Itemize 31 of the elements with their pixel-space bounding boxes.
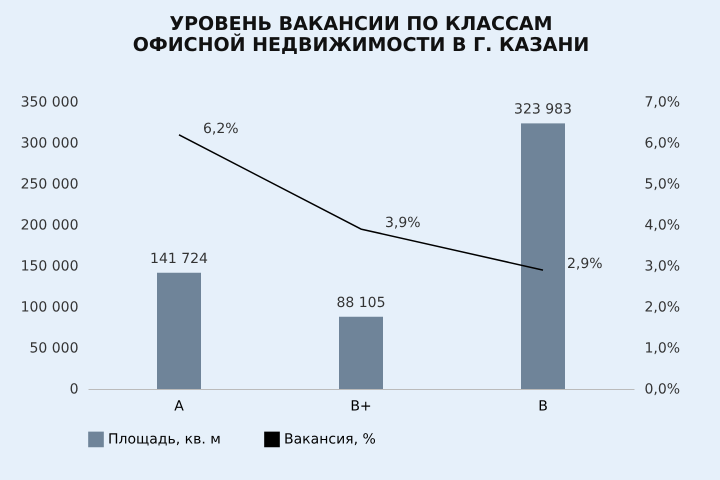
- x-tick-label: A: [174, 398, 184, 414]
- y2-tick-label: 6,0%: [644, 136, 680, 152]
- y2-tick-label: 3,0%: [644, 258, 680, 274]
- legend-label: Площадь, кв. м: [108, 431, 221, 448]
- legend-label: Вакансия, %: [284, 431, 376, 448]
- y2-tick-label: 0,0%: [644, 382, 680, 398]
- y2-tick-label: 2,0%: [644, 300, 680, 316]
- y-tick-label: 0: [70, 382, 78, 398]
- y2-tick-label: 7,0%: [644, 94, 680, 110]
- y2-tick-label: 5,0%: [644, 176, 680, 192]
- y-tick-label: 50 000: [30, 340, 78, 356]
- data-label: 88 105: [336, 294, 386, 311]
- y-tick-label: 150 000: [20, 258, 78, 274]
- data-label: 323 983: [514, 101, 572, 118]
- data-label: 6,2%: [203, 120, 239, 137]
- y-tick-label: 100 000: [20, 300, 78, 316]
- y-tick-label: 250 000: [20, 176, 78, 192]
- data-label: 2,9%: [567, 256, 603, 272]
- data-label: 3,9%: [385, 215, 421, 232]
- y2-tick-label: 4,0%: [644, 218, 680, 234]
- bar: [157, 272, 201, 389]
- chart-title: УРОВЕНЬ ВАКАНСИИ ПО КЛАССАМ ОФИСНОЙ НЕДВИЖИМОСТИ В Г. КАЗАНИ: [132, 13, 590, 56]
- bar: [521, 123, 565, 389]
- y-tick-label: 200 000: [20, 218, 78, 234]
- data-label: 141 724: [150, 250, 208, 267]
- y-tick-label: 350 000: [20, 94, 78, 110]
- y-tick-label: 300 000: [20, 136, 78, 152]
- x-tick-label: B: [538, 398, 548, 414]
- bar: [339, 316, 383, 389]
- x-tick-label: B+: [350, 398, 372, 414]
- y2-tick-label: 1,0%: [644, 340, 680, 356]
